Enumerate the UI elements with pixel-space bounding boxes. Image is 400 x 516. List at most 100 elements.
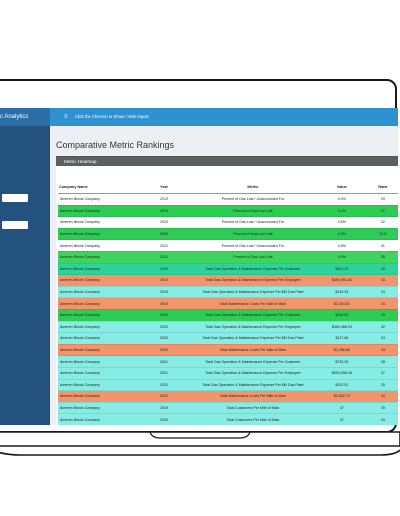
table-cell: Ameren Illinois Company bbox=[58, 297, 141, 310]
table-cell: 2021 bbox=[140, 366, 188, 379]
table-cell: 2019 bbox=[140, 204, 188, 217]
table-cell: 35 bbox=[365, 250, 398, 264]
table-cell: 0.8% bbox=[317, 239, 366, 252]
table-row: Ameren Illinois Company 2021 Total Gas Ope… bbox=[58, 366, 398, 379]
table-cell: $503,996.08 bbox=[317, 366, 366, 379]
table-cell: Ameren Illinois Company bbox=[58, 343, 141, 356]
table-cell: Percent of Gas Lost / Unaccounted For bbox=[187, 239, 318, 252]
table-cell: 0.0% bbox=[317, 193, 366, 206]
table-cell: Ameren Illinois Company bbox=[58, 250, 141, 264]
table-cell: 24 bbox=[365, 332, 398, 345]
table-cell: 25 bbox=[365, 378, 398, 391]
table-cell: $117.06 bbox=[317, 332, 366, 345]
table-cell: 2021 bbox=[140, 390, 188, 403]
table-cell: 34 bbox=[365, 343, 398, 356]
table-cell: 37 bbox=[365, 366, 398, 379]
table-cell: 31.5 bbox=[365, 227, 398, 240]
table-row: Ameren Illinois Company 2020 Total Custome… bbox=[58, 413, 398, 425]
select-input[interactable] bbox=[2, 194, 28, 202]
text-input[interactable] bbox=[2, 221, 28, 229]
table-cell: Ameren Illinois Company bbox=[58, 390, 141, 403]
table-cell: $318.54 bbox=[317, 308, 366, 322]
table-cell: 2020 bbox=[140, 308, 188, 322]
heatmap-table: Company Name Year Metric Value Rank Ameren I… bbox=[58, 181, 398, 425]
table-cell: 34 bbox=[365, 390, 398, 403]
table-cell: 15 bbox=[365, 262, 398, 275]
table-row: Ameren Illinois Company 2021 Total Gas Ope… bbox=[58, 378, 398, 391]
table-row: Ameren Illinois Company 2020 Percent of Ga… bbox=[58, 227, 398, 240]
table-cell: $144.24 bbox=[317, 285, 366, 298]
table-cell: Total Gas Operation & Maintenance Expens… bbox=[187, 320, 318, 333]
table-cell: Total Customers Per Mile of Main bbox=[187, 413, 318, 425]
table-cell: Total Gas Operation & Maintenance Expens… bbox=[187, 285, 318, 298]
table-cell: Total Gas Operation & Maintenance Expens… bbox=[187, 366, 318, 379]
table-cell: 2020 bbox=[140, 320, 188, 333]
toggle-text[interactable]: Click the Chevron to Show / Hide Inputs bbox=[74, 114, 149, 119]
table-cell: Total Maintenance Costs Per Mile of Main bbox=[187, 297, 318, 310]
table-cell: Total Customers Per Mile of Main bbox=[187, 401, 318, 414]
table-cell: Ameren Illinois Company bbox=[58, 378, 141, 391]
table-row: Ameren Illinois Company 2019 Total Custome… bbox=[58, 401, 398, 414]
table-cell: 33 bbox=[365, 274, 398, 287]
table-row: Ameren Illinois Company 2021 Total Gas Ope… bbox=[58, 355, 398, 368]
screen: c Analytics ≡ Click the Chevron to Show … bbox=[0, 108, 398, 425]
table-cell: Ameren Illinois Company bbox=[58, 285, 141, 298]
table-row: Ameren Illinois Company 2020 Total Gas Ope… bbox=[58, 320, 398, 333]
table-cell: 39 bbox=[365, 401, 398, 414]
table-cell: 2021 bbox=[140, 239, 188, 252]
table-row: Ameren Illinois Company 2021 Percent of Ga… bbox=[58, 250, 398, 264]
table-cell: Ameren Illinois Company bbox=[58, 355, 141, 368]
table-cell: Ameren Illinois Company bbox=[58, 239, 141, 252]
table-cell: Percent of Gas Lost Unit bbox=[187, 204, 318, 217]
table-cell: Total Gas Operation & Maintenance Expens… bbox=[187, 378, 318, 391]
table-cell: 0.9% bbox=[317, 250, 366, 264]
table-cell: $739.05 bbox=[317, 355, 366, 368]
app-title: c Analytics bbox=[0, 108, 50, 126]
table-cell: 0.1% bbox=[317, 204, 366, 217]
top-bar: ≡ Click the Chevron to Show / Hide Input… bbox=[50, 108, 398, 126]
table-cell: Ameren Illinois Company bbox=[58, 332, 141, 345]
table-cell: 2019 bbox=[140, 297, 188, 310]
table-cell: 47 bbox=[317, 401, 366, 414]
table-cell: 2021 bbox=[140, 355, 188, 368]
table-cell: $2,532.73 bbox=[317, 390, 366, 403]
column-header: Company Name bbox=[58, 181, 141, 194]
table-row: Ameren Illinois Company 2019 Percent of Ga… bbox=[58, 204, 398, 217]
table-row: Ameren Illinois Company 2019 Percent of Ga… bbox=[58, 193, 398, 206]
table-cell: $369,488.93 bbox=[317, 320, 366, 333]
table-cell: $152.51 bbox=[317, 378, 366, 391]
menu-icon[interactable]: ≡ bbox=[64, 114, 68, 120]
table-cell: 2019 bbox=[140, 262, 188, 275]
table-cell: Total Maintenance Costs Per Mile of Main bbox=[187, 390, 318, 403]
table-cell: 0.6% bbox=[317, 216, 366, 229]
table-cell: Ameren Illinois Company bbox=[58, 366, 141, 379]
page-title: Comparative Metric Rankings bbox=[56, 140, 175, 150]
table-cell: 32 bbox=[365, 216, 398, 229]
table-cell: 28 bbox=[365, 355, 398, 368]
table-cell: 2021 bbox=[140, 250, 188, 264]
table-cell: 29 bbox=[365, 193, 398, 206]
table-cell: Ameren Illinois Company bbox=[58, 274, 141, 287]
table-cell: Total Gas Operation & Maintenance Expens… bbox=[187, 262, 318, 275]
table-cell: Percent of Gas Lost / Unaccounted For bbox=[187, 216, 318, 229]
table-row: Ameren Illinois Company 2020 Percent of Ga… bbox=[58, 216, 398, 229]
table-cell: 2019 bbox=[140, 274, 188, 287]
table-cell: 2020 bbox=[140, 216, 188, 229]
header-row: Company Name Year Metric Value Rank bbox=[58, 181, 398, 194]
table-row: Ameren Illinois Company 2020 Total Gas Ope… bbox=[58, 308, 398, 322]
panel-title: Metric Heatmap bbox=[56, 157, 398, 166]
table-cell: 0.0% bbox=[317, 227, 366, 240]
table-cell: 32 bbox=[365, 320, 398, 333]
table-cell: 2019 bbox=[140, 285, 188, 298]
table-cell: Ameren Illinois Company bbox=[58, 216, 141, 229]
table-cell: 2021 bbox=[140, 378, 188, 391]
table-cell: 2020 bbox=[140, 413, 188, 425]
table-cell: 2020 bbox=[140, 227, 188, 240]
table-cell: Ameren Illinois Company bbox=[58, 262, 141, 275]
table-cell: $304,961.84 bbox=[317, 274, 366, 287]
table-cell: Percent of Gas Lost Unit bbox=[187, 227, 318, 240]
table-cell: Total Gas Operation & Maintenance Expens… bbox=[187, 274, 318, 287]
table-cell: 2019 bbox=[140, 193, 188, 206]
table-cell: 41 bbox=[365, 239, 398, 252]
column-header: Metric bbox=[187, 181, 318, 194]
